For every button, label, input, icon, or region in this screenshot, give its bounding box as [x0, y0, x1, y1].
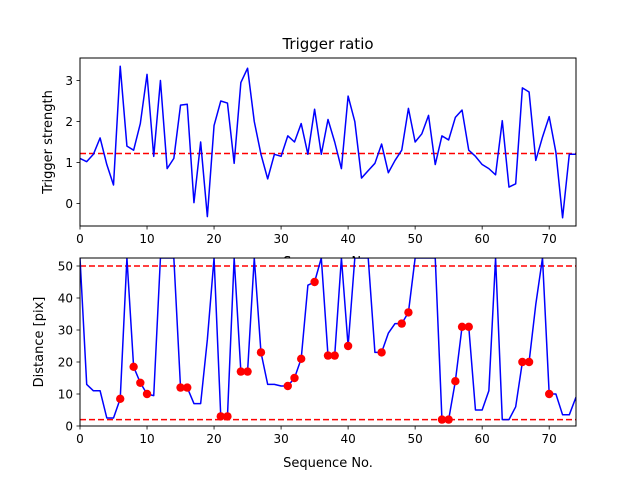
distance-marker — [116, 394, 125, 403]
distance-marker — [323, 351, 333, 360]
trigger-ratio-xtick-label: 0 — [76, 232, 84, 246]
distance-marker — [243, 367, 252, 376]
distance-marker — [451, 377, 460, 386]
distance-xtick-label: 50 — [407, 432, 422, 446]
trigger-ratio-ytick-label: 1 — [65, 156, 73, 170]
distance-ytick-label: 0 — [65, 420, 73, 434]
distance-ticks: 0 10 20 30 40 50 60 70 0 10 20 30 40 50 — [58, 260, 557, 447]
distance-plot-layer — [80, 258, 576, 424]
trigger-ratio-title: Trigger ratio — [281, 35, 373, 53]
trigger-ratio-series-line — [80, 65, 576, 219]
distance-xlabel: Sequence No. — [283, 456, 373, 471]
trigger-ratio-axes: 0102030405060700123Sequence No. Trigger … — [41, 35, 577, 270]
distance-ytick-label: 20 — [58, 356, 73, 370]
distance-marker — [343, 341, 353, 351]
distance-xtick-label: 0 — [76, 432, 84, 446]
distance-marker — [290, 373, 299, 383]
trigger-ratio-xtick-label: 60 — [475, 232, 490, 246]
distance-ylabel: Distance [pix] — [32, 297, 47, 388]
distance-marker — [176, 383, 185, 392]
distance-ytick-label: 10 — [58, 388, 73, 402]
distance-marker — [377, 348, 386, 357]
distance-marker — [136, 378, 145, 387]
distance-marker — [296, 354, 306, 363]
trigger-ratio-plot-area — [80, 58, 576, 226]
distance-marker — [216, 412, 225, 421]
trigger-ratio-ylabel: Trigger strength — [41, 90, 56, 195]
trigger-ratio-axes-frame — [79, 57, 577, 227]
distance-xtick-label: 10 — [139, 432, 154, 446]
trigger-ratio-xtick-label: 20 — [206, 232, 221, 246]
distance-marker — [142, 389, 152, 399]
trigger-ratio-ytick-label: 3 — [65, 74, 73, 88]
distance-marker — [256, 348, 266, 357]
trigger-ratio-xtick-label: 50 — [407, 232, 422, 246]
distance-marker — [518, 357, 527, 367]
distance-xtick-label: 60 — [475, 432, 490, 446]
trigger-ratio-xtick-label: 10 — [139, 232, 154, 246]
distance-marker — [404, 308, 413, 317]
distance-xtick-label: 30 — [273, 432, 288, 446]
distance-marker — [457, 322, 467, 331]
distance-marker — [397, 319, 406, 328]
distance-marker — [183, 383, 192, 392]
trigger-ratio-plot-layer — [80, 65, 576, 219]
trigger-ratio-ytick-label: 2 — [65, 115, 73, 129]
distance-ytick-label: 30 — [58, 324, 73, 338]
distance-marker — [464, 322, 473, 331]
distance-marker — [283, 381, 292, 391]
trigger-ratio-ytick-label: 0 — [65, 197, 73, 211]
distance-ytick-label: 50 — [58, 260, 73, 274]
distance-ytick-label: 40 — [58, 292, 73, 306]
distance-marker — [544, 389, 554, 399]
distance-marker — [330, 351, 339, 360]
distance-plot-area — [80, 258, 576, 426]
distance-marker — [444, 415, 453, 424]
trigger-ratio-xtick-label: 40 — [340, 232, 355, 246]
trigger-ratio-xtick-label: 30 — [273, 232, 288, 246]
trigger-ratio-xtick-label: 70 — [542, 232, 557, 246]
distance-marker — [437, 415, 447, 424]
distance-marker — [310, 277, 319, 287]
distance-axes-frame — [79, 257, 577, 427]
distance-marker — [524, 357, 534, 367]
distance-marker — [223, 412, 232, 421]
distance-xtick-label: 70 — [542, 432, 557, 446]
distance-xtick-label: 40 — [340, 432, 355, 446]
distance-xtick-label: 20 — [206, 432, 221, 446]
distance-marker — [236, 367, 246, 376]
distance-marker — [129, 362, 138, 371]
